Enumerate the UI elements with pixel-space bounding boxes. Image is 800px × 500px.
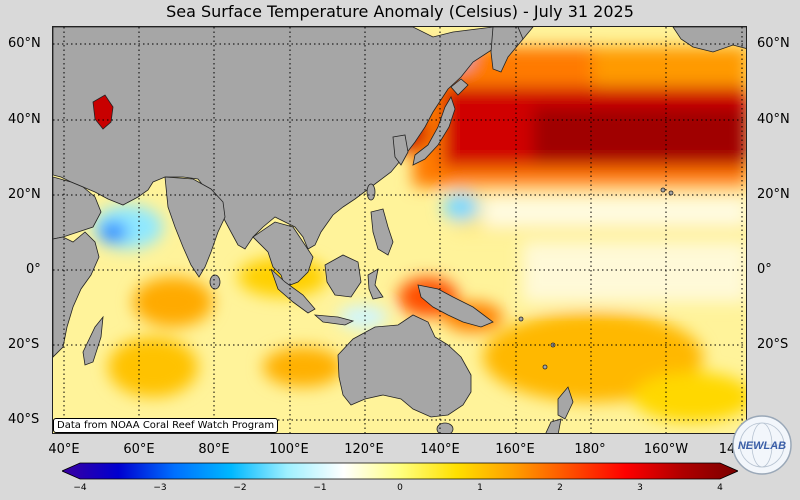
lat-label-right: 0° xyxy=(757,262,772,277)
colorbar-gradient xyxy=(62,462,738,480)
graticule xyxy=(53,27,746,433)
lat-label-left: 0° xyxy=(26,262,41,277)
globe-logo-icon: NEWLAB xyxy=(732,415,792,475)
sulawesi-landmass xyxy=(367,268,384,300)
lat-label-right: 60°N xyxy=(757,36,790,51)
lat-label-left: 20°S xyxy=(8,337,40,352)
lon-label: 100°E xyxy=(269,442,309,457)
sumatra-landmass xyxy=(270,268,316,314)
colorbar xyxy=(62,462,738,480)
hawaii-island xyxy=(660,187,666,193)
java-landmass xyxy=(313,314,355,326)
colorbar-tick-label: −4 xyxy=(73,483,87,493)
colorbar-tick-label: 1 xyxy=(477,483,483,493)
new-zealand-north-landmass xyxy=(557,386,574,420)
lat-label-left: 20°N xyxy=(8,187,41,202)
map-canvas xyxy=(53,27,746,433)
colorbar-tick-label: −1 xyxy=(313,483,327,493)
lon-label: 60°E xyxy=(123,442,155,457)
hawaii-island xyxy=(668,190,674,196)
japan-landmass xyxy=(412,96,456,166)
tasmania-landmass xyxy=(436,422,454,433)
borneo-landmass xyxy=(324,254,362,298)
australia-landmass xyxy=(337,314,472,418)
lon-label: 180° xyxy=(574,442,606,457)
lat-label-right: 20°S xyxy=(757,337,789,352)
lon-label: 140°E xyxy=(420,442,460,457)
taiwan-landmass xyxy=(366,183,376,201)
data-credit: Data from NOAA Coral Reef Watch Program xyxy=(53,418,279,433)
hokkaido-landmass xyxy=(450,78,469,96)
sri-lanka-landmass xyxy=(209,274,221,290)
map-title: Sea Surface Temperature Anomaly (Celsius… xyxy=(166,2,634,21)
colorbar-tick-label: −3 xyxy=(153,483,167,493)
solomon-island xyxy=(518,316,524,322)
lat-label-left: 40°S xyxy=(8,412,40,427)
lon-label: 80°E xyxy=(198,442,230,457)
lat-label-right: 40°N xyxy=(757,112,790,127)
colorbar-tick-label: 3 xyxy=(637,483,643,493)
lon-label: 160°W xyxy=(643,442,689,457)
eurasia-landmass xyxy=(53,27,534,250)
lat-label-right: 20°N xyxy=(757,187,790,202)
colorbar-tick-label: −2 xyxy=(233,483,247,493)
lat-label-left: 60°N xyxy=(8,36,41,51)
madagascar-landmass xyxy=(82,315,104,366)
lon-label: 160°E xyxy=(495,442,535,457)
colorbar-tick-label: 4 xyxy=(717,483,723,493)
lat-label-left: 40°N xyxy=(8,112,41,127)
lon-label: 120°E xyxy=(344,442,384,457)
anomaly-patches xyxy=(53,47,746,422)
logo-text: NEWLAB xyxy=(738,440,786,452)
alaska-landmass xyxy=(672,27,746,53)
new-caledonia-island xyxy=(542,364,548,370)
land-masses xyxy=(53,27,746,433)
korea-landmass xyxy=(392,134,409,166)
sst-anomaly-map xyxy=(52,26,747,434)
africa-landmass xyxy=(53,231,100,358)
new-guinea-landmass xyxy=(417,284,494,328)
lon-label: 14 xyxy=(718,442,736,457)
colorbar-tick-label: 0 xyxy=(397,483,403,493)
colorbar-tick-label: 2 xyxy=(557,483,563,493)
india-landmass xyxy=(164,176,226,278)
kamchatka-landmass xyxy=(490,27,524,73)
lon-label: 40°E xyxy=(48,442,80,457)
philippines-landmass xyxy=(370,208,394,256)
